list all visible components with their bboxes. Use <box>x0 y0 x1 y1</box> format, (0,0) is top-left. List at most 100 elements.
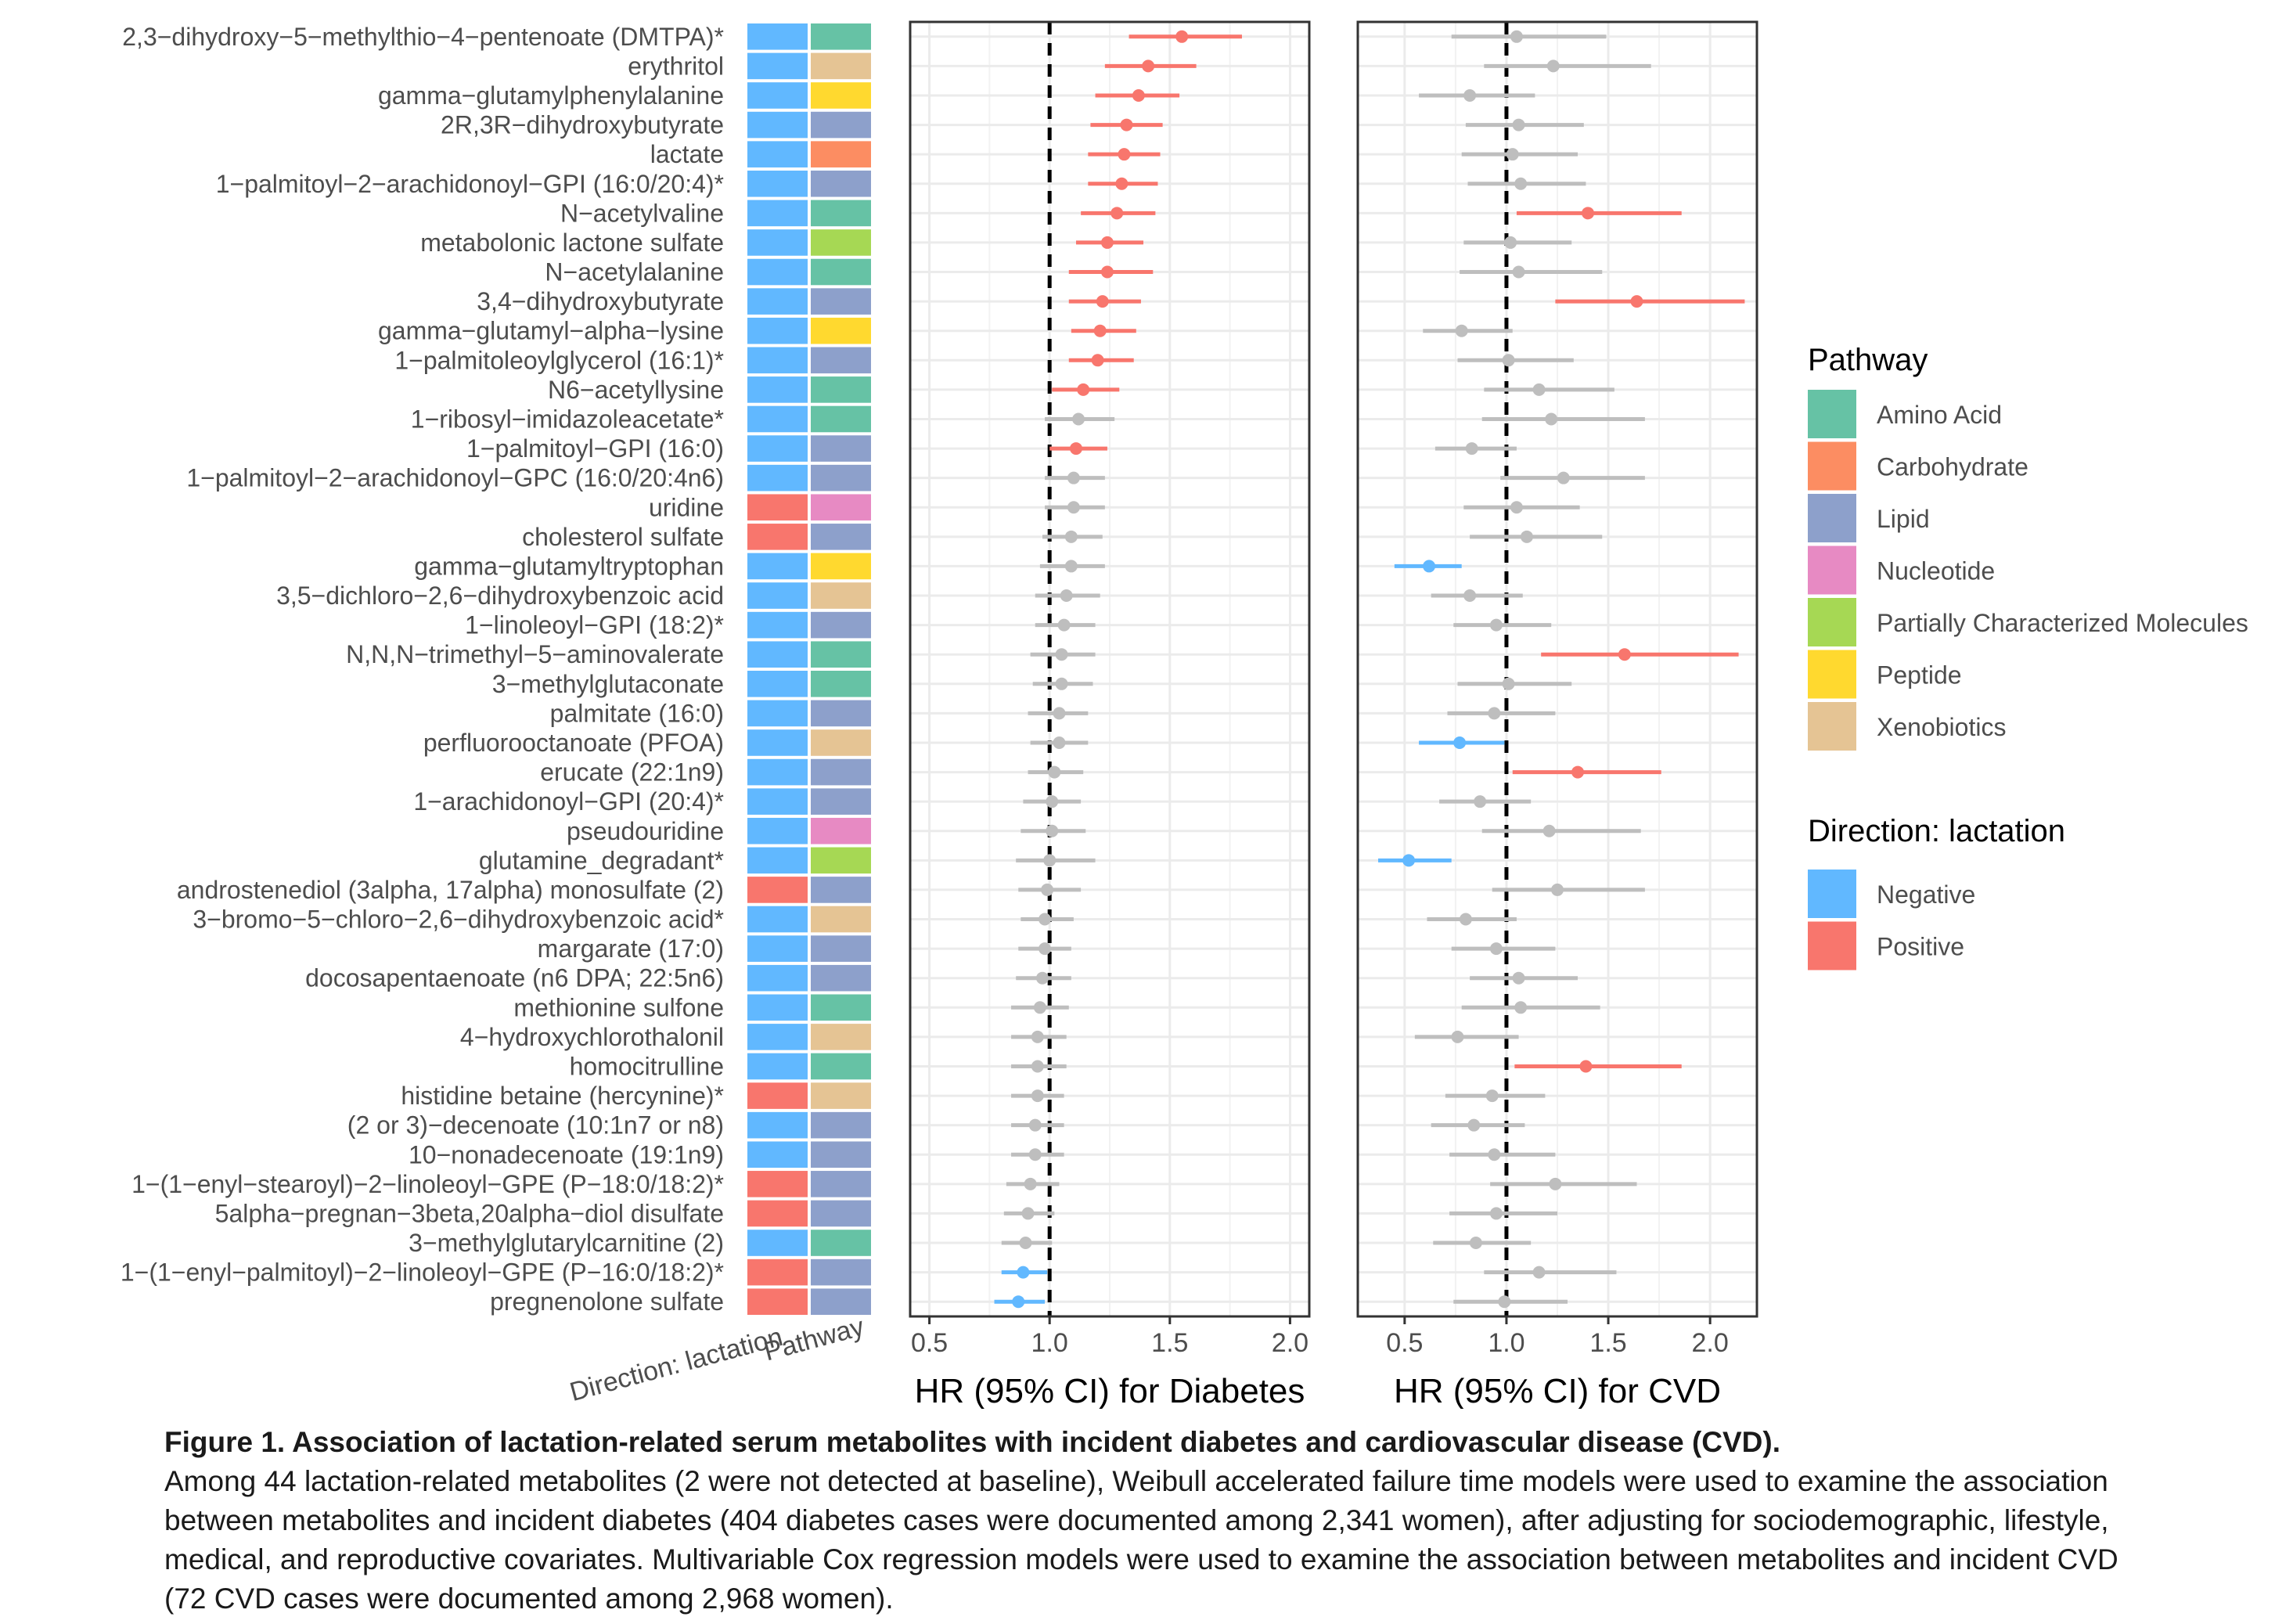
direction-tile <box>747 1259 808 1286</box>
cvd-point <box>1459 913 1472 926</box>
pathway-tile <box>811 23 871 50</box>
pathway-tile <box>811 906 871 933</box>
direction-tile <box>747 877 808 903</box>
direction-tile <box>747 641 808 668</box>
cvd-point <box>1463 589 1477 603</box>
diabetes-tick-label: 0.5 <box>911 1328 948 1358</box>
metabolite-label: 5alpha−pregnan−3beta,20alpha−diol disulf… <box>215 1199 724 1227</box>
direction-legend-key <box>1808 921 1856 970</box>
diabetes-point <box>1096 295 1109 308</box>
direction-tile <box>747 23 808 50</box>
diabetes-point <box>1053 736 1066 749</box>
direction-tile <box>747 82 808 109</box>
metabolite-label: 3,4−dihydroxybutyrate <box>477 287 724 315</box>
caption-title: Figure 1. Association of lactation-relat… <box>164 1426 1781 1458</box>
cvd-point <box>1532 1266 1546 1279</box>
diabetes-point <box>1028 1148 1042 1161</box>
pathway-tile <box>811 611 871 639</box>
cvd-point <box>1502 677 1515 690</box>
pathway-tile <box>811 82 871 109</box>
direction-tile <box>747 347 808 374</box>
pathway-tile <box>811 817 871 844</box>
direction-tile <box>747 1111 808 1139</box>
pathway-tile <box>811 1024 871 1050</box>
cvd-point <box>1489 618 1503 632</box>
pathway-legend-label: Peptide <box>1877 661 1962 690</box>
metabolite-label: metabolonic lactone sulfate <box>420 229 724 257</box>
direction-tile <box>747 170 808 197</box>
cvd-point <box>1402 854 1416 867</box>
pathway-tile <box>811 435 871 462</box>
diabetes-point <box>1064 530 1078 543</box>
cvd-point <box>1453 736 1467 749</box>
metabolite-label: 1−arachidonoyl−GPI (20:4)* <box>413 787 724 816</box>
direction-tile <box>747 1141 808 1168</box>
metabolite-label: cholesterol sulfate <box>522 523 724 551</box>
pathway-legend-label: Xenobiotics <box>1877 713 2006 741</box>
metabolite-label: homocitrulline <box>570 1052 724 1080</box>
direction-tile <box>747 1024 808 1050</box>
metabolite-label: methionine sulfone <box>513 993 724 1021</box>
cvd-point <box>1451 1030 1464 1043</box>
diabetes-point <box>1077 383 1090 396</box>
direction-tile <box>747 1053 808 1080</box>
cvd-point <box>1549 1177 1562 1190</box>
cvd-tick-label: 1.5 <box>1589 1328 1626 1358</box>
diabetes-panel-border <box>909 20 1311 1318</box>
pathway-legend-key <box>1808 650 1856 699</box>
direction-legend-label: Negative <box>1877 880 1975 909</box>
cvd-point <box>1582 207 1595 220</box>
diabetes-point <box>1091 354 1104 367</box>
pathway-tile <box>811 700 871 727</box>
cvd-point <box>1532 383 1546 396</box>
metabolite-label: margarate (17:0) <box>538 934 724 963</box>
diabetes-point <box>1175 30 1189 43</box>
cvd-panel: 0.5 1.0 1.5 2.0 HR (95% CI) for CVD <box>1356 20 1758 1409</box>
diabetes-point <box>1043 854 1057 867</box>
direction-tile <box>747 405 808 433</box>
diabetes-point <box>1067 471 1080 484</box>
direction-tile <box>747 229 808 256</box>
diabetes-point <box>1067 501 1080 514</box>
diabetes-tick-label: 1.0 <box>1031 1328 1068 1358</box>
cvd-point <box>1514 177 1528 190</box>
metabolite-label: 3−methylglutaconate <box>492 670 724 698</box>
pathway-legend-label: Partially Characterized Molecules <box>1877 609 2248 637</box>
diabetes-tick-label: 1.5 <box>1151 1328 1188 1358</box>
pathway-tile <box>811 1053 871 1080</box>
caption-body: Among 44 lactation-related metabolites (… <box>164 1465 2118 1615</box>
direction-tile <box>747 1171 808 1197</box>
direction-tile <box>747 671 808 697</box>
diabetes-point <box>1093 324 1107 337</box>
pathway-legend-label: Nucleotide <box>1877 557 1995 585</box>
diabetes-point <box>1064 560 1078 573</box>
figure-caption: Figure 1. Association of lactation-relat… <box>164 1423 2168 1619</box>
metabolite-label: 3−bromo−5−chloro−2,6−dihydroxybenzoic ac… <box>193 906 724 934</box>
pathway-tile <box>811 1111 871 1139</box>
metabolite-label: palmitate (16:0) <box>550 699 724 727</box>
cvd-point <box>1571 765 1585 779</box>
diabetes-point <box>1039 942 1052 956</box>
direction-tile <box>747 611 808 639</box>
direction-tile <box>747 729 808 756</box>
pathway-tile <box>811 671 871 697</box>
pathway-tile <box>811 847 871 874</box>
metabolite-label: docosapentaenoate (n6 DPA; 22:5n6) <box>305 964 724 992</box>
pathway-tile <box>811 405 871 433</box>
cvd-point <box>1542 824 1556 837</box>
direction-tile <box>747 141 808 167</box>
diabetes-point <box>1055 677 1068 690</box>
pathway-tile <box>811 347 871 374</box>
pathway-tile <box>811 258 871 286</box>
metabolite-labels: 2,3−dihydroxy−5−methylthio−4−pentenoate … <box>121 23 724 1316</box>
diabetes-point <box>1041 883 1054 896</box>
cvd-point <box>1463 88 1477 102</box>
cvd-point <box>1512 265 1525 279</box>
pathway-tile <box>811 200 871 227</box>
metabolite-label: N−acetylalanine <box>545 258 724 286</box>
pathway-legend-key <box>1808 702 1856 751</box>
cvd-point <box>1510 501 1523 514</box>
metabolite-label: pregnenolone sulfate <box>490 1287 724 1316</box>
cvd-point <box>1512 971 1525 985</box>
